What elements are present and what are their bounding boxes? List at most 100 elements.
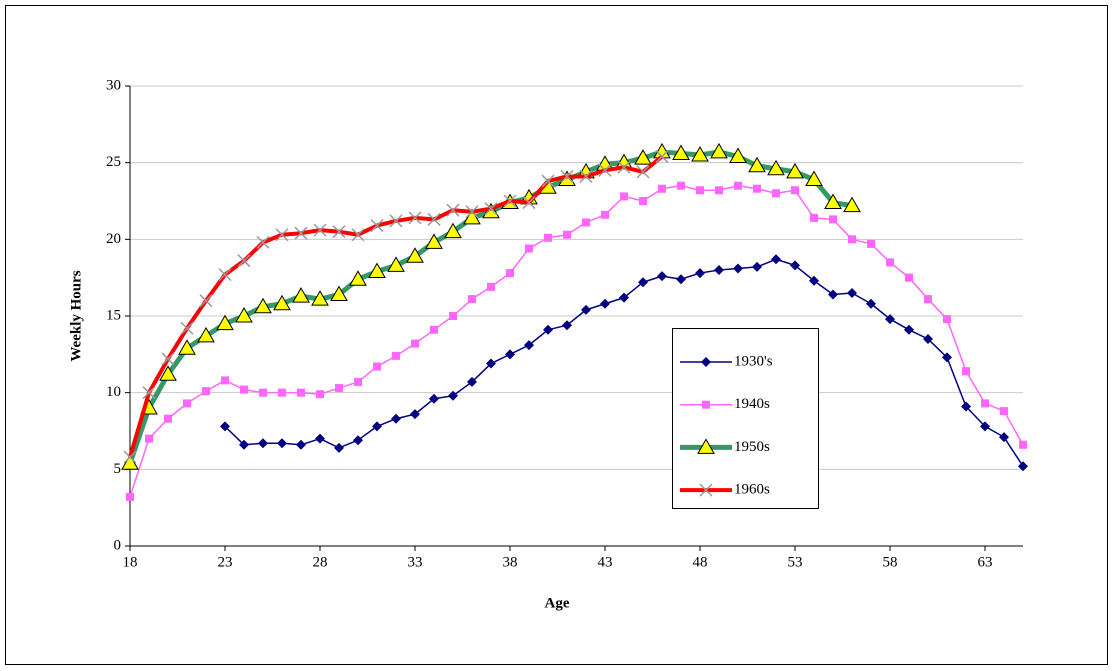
marker — [126, 492, 134, 501]
marker — [316, 390, 324, 399]
marker — [691, 145, 709, 162]
marker — [582, 218, 590, 227]
marker — [159, 365, 177, 381]
marker — [699, 483, 713, 497]
marker — [292, 287, 310, 303]
marker — [676, 274, 686, 285]
marker — [541, 174, 555, 188]
y-tick-label: 10 — [106, 384, 121, 400]
marker — [886, 258, 894, 267]
marker — [980, 421, 990, 432]
marker — [164, 414, 172, 423]
x-tick-label: 63 — [978, 554, 993, 570]
marker — [178, 339, 196, 355]
marker — [981, 399, 989, 408]
x-tick-label: 58 — [883, 554, 898, 570]
x-tick-label: 28 — [313, 554, 328, 570]
legend-label: 1930's — [734, 353, 773, 369]
marker — [503, 194, 517, 208]
marker — [354, 377, 362, 386]
marker — [848, 235, 856, 244]
marker — [259, 388, 267, 397]
marker — [221, 376, 229, 385]
marker — [620, 192, 628, 201]
marker — [218, 268, 232, 282]
marker — [351, 228, 365, 242]
marker — [866, 298, 876, 309]
y-tick-label: 30 — [106, 77, 121, 93]
marker — [446, 203, 460, 217]
marker — [753, 184, 761, 193]
y-axis-title: Weekly Hours — [68, 270, 84, 361]
marker — [634, 149, 652, 165]
marker — [411, 339, 419, 348]
marker — [145, 434, 153, 443]
series — [220, 254, 1028, 472]
marker — [657, 271, 667, 282]
marker — [639, 197, 647, 205]
marker — [297, 388, 305, 397]
x-axis-title: Age — [545, 595, 570, 611]
marker — [161, 352, 175, 366]
marker — [180, 321, 194, 335]
marker — [1018, 461, 1028, 472]
marker — [216, 314, 234, 331]
marker — [905, 273, 913, 282]
marker — [702, 400, 710, 409]
marker — [767, 159, 785, 176]
marker — [771, 254, 781, 265]
marker — [543, 324, 553, 335]
y-tick-label: 0 — [114, 537, 122, 553]
marker — [601, 210, 609, 219]
marker — [619, 292, 629, 303]
marker — [506, 269, 514, 278]
marker — [961, 401, 971, 412]
marker — [465, 205, 479, 219]
marker — [695, 268, 705, 279]
marker — [240, 385, 248, 394]
marker — [311, 290, 329, 306]
marker — [349, 270, 367, 286]
marker — [256, 235, 270, 249]
marker — [275, 228, 289, 242]
chart-frame — [5, 5, 1108, 665]
marker — [389, 214, 403, 228]
marker — [810, 213, 818, 222]
marker — [843, 196, 861, 213]
x-tick-label: 53 — [788, 554, 803, 570]
series — [121, 142, 861, 470]
marker — [524, 340, 534, 351]
x-tick-label: 48 — [693, 554, 708, 570]
marker — [600, 298, 610, 309]
marker — [772, 189, 780, 198]
marker — [391, 413, 401, 424]
marker — [701, 357, 711, 367]
legend-label: 1960s — [734, 482, 770, 498]
marker — [505, 349, 515, 360]
marker — [710, 142, 728, 159]
marker — [296, 439, 306, 450]
legend-label: 1940s — [734, 396, 770, 412]
marker — [522, 196, 536, 210]
marker — [847, 288, 857, 298]
marker — [368, 262, 386, 279]
marker — [655, 150, 669, 164]
marker — [560, 169, 574, 183]
marker — [277, 438, 287, 449]
x-tick-label: 23 — [218, 554, 233, 570]
marker — [752, 261, 762, 272]
marker — [463, 208, 481, 225]
marker — [330, 285, 348, 302]
marker — [427, 212, 441, 226]
marker — [467, 376, 477, 387]
legend-box — [672, 328, 819, 509]
marker — [486, 358, 496, 369]
marker — [734, 181, 742, 190]
marker — [449, 312, 457, 320]
marker — [748, 156, 766, 173]
marker — [791, 186, 799, 195]
marker — [617, 160, 631, 174]
marker — [962, 367, 970, 376]
